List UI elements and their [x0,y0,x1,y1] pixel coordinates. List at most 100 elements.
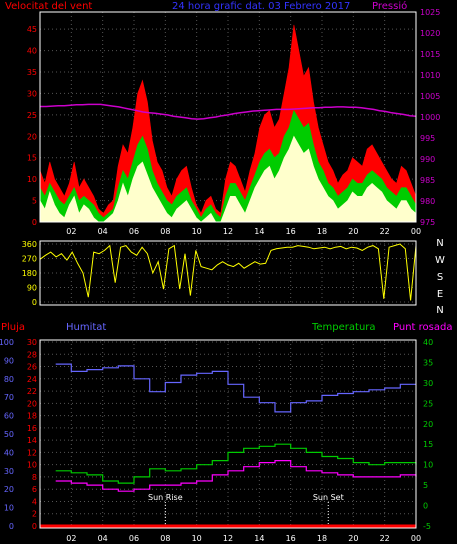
humidity-tick-label: 30 [4,467,14,476]
time-tick-label: 18 [317,227,327,236]
wind-speed-tick-label: 30 [27,89,37,98]
wind-direction-plot-frame [39,240,417,306]
pressure-label: Pressió [372,0,407,12]
wind-direction-series [39,243,417,301]
humidity-tick-label: 80 [4,375,14,384]
time-tick-label: 06 [129,227,139,236]
wind-direction-axis: 0 90 180 270 360 [22,240,37,307]
time-tick-label: 22 [380,227,390,236]
humidity-axis: 0 10 20 30 40 50 60 70 80 90 100 [0,338,14,531]
wind-speed-tick-label: 20 [27,132,37,141]
rain-tick-label: 16 [27,424,37,433]
wind-speed-tick-label: 0 [32,218,37,227]
time-tick-label: 12 [223,534,233,543]
sun-event-label: Sun Set [313,493,344,502]
temperature-tick-label: 35 [423,358,433,367]
humidity-tick-label: 70 [4,393,14,402]
pressure-axis: 975 980 985 990 995 1000 1005 1010 1015 1020 1025 [420,8,440,227]
temp-humidity-plot-frame [39,339,417,529]
pressure-line [40,103,417,120]
rain-tick-label: 30 [27,338,37,347]
temperature-tick-label: 25 [423,399,433,408]
wind-pressure-series [39,24,417,223]
time-tick-label: 20 [348,227,358,236]
time-tick-label: 22 [380,534,390,543]
humidity-tick-label: 40 [4,448,14,457]
compass-label: E [437,289,443,300]
rain-tick-label: 22 [27,387,37,396]
pressure-tick-label: 1000 [420,113,440,122]
time-tick-label: 08 [160,534,170,543]
time-tick-label: 10 [192,227,202,236]
pressure-tick-label: 1005 [420,92,440,101]
time-tick-label: 00 [411,534,421,543]
temperature-tick-label: 15 [423,440,433,449]
compass-label: S [437,272,443,283]
humidity-tick-label: 20 [4,485,14,494]
time-tick-label: 02 [66,227,76,236]
temperature-axis: -5 0 5 10 15 20 25 30 35 40 [423,338,433,531]
time-tick-label: 12 [223,227,233,236]
wind-speed-axis: 0 5 10 15 20 25 30 35 40 45 [27,25,37,227]
rain-tick-label: 26 [27,363,37,372]
temperature-line [55,443,417,484]
humidity-tick-label: 0 [9,522,14,531]
humidity-tick-label: 10 [4,504,14,513]
direction-tick-label: 270 [22,255,37,264]
sun-event-label: Sun Rise [148,493,183,502]
rain-tick-label: 0 [32,522,37,531]
rain-tick-label: 4 [32,497,37,506]
humidity-tick-label: 60 [4,412,14,421]
temp-humidity-gridlines [40,340,417,528]
wind-direction-gridlines [40,241,417,305]
humidity-tick-label: 50 [4,430,14,439]
direction-tick-label: 180 [22,269,37,278]
temp-humidity-x-axis: 02 04 06 08 10 12 14 16 18 20 22 00 [66,534,421,543]
pressure-tick-label: 995 [420,134,435,143]
time-tick-label: 16 [286,534,296,543]
pressure-tick-label: 1015 [420,50,440,59]
direction-tick-label: 360 [22,240,37,249]
temperature-tick-label: 40 [423,338,433,347]
temperature-tick-label: 20 [423,420,433,429]
time-tick-label: 04 [98,534,108,543]
compass-label: N [436,238,443,249]
time-tick-label: 14 [254,534,264,543]
time-tick-label: 06 [129,534,139,543]
time-tick-label: 02 [66,534,76,543]
temperature-label: Temperatura [311,322,376,333]
wind-direction-line [39,243,417,301]
rain-tick-label: 6 [32,485,37,494]
temperature-tick-label: 0 [423,502,428,511]
wind-speed-tick-label: 40 [27,47,37,56]
time-tick-label: 04 [98,227,108,236]
time-tick-label: 00 [411,227,421,236]
time-tick-label: 16 [286,227,296,236]
pressure-tick-label: 1010 [420,71,440,80]
pressure-tick-label: 1020 [420,29,440,38]
rain-tick-label: 20 [27,399,37,408]
compass-label: N [436,305,443,316]
wind-pressure-plot-frame [39,11,417,223]
time-tick-label: 20 [348,534,358,543]
temperature-tick-label: 10 [423,461,433,470]
wind-speed-tick-label: 10 [27,175,37,184]
chart-title: 24 hora grafic dat. 03 Febrero 2017 [172,1,350,12]
humidity-tick-label: 90 [4,356,14,365]
rain-tick-label: 8 [32,473,37,482]
rain-label: Pluja [1,322,25,333]
wind-speed-tick-label: 35 [27,68,37,77]
direction-tick-label: 90 [27,284,37,293]
humidity-tick-label: 100 [0,338,14,347]
wind-speed-label: Velocitat del vent [5,1,92,12]
time-tick-label: 10 [192,534,202,543]
pressure-tick-label: 990 [420,155,435,164]
dew-point-label: Punt rosada [393,322,452,333]
rain-tick-label: 18 [27,412,37,421]
temperature-tick-label: 30 [423,379,433,388]
wind-pressure-x-axis: 02 04 06 08 10 12 14 16 18 20 22 00 [66,227,421,236]
pressure-tick-label: 1025 [420,8,440,17]
